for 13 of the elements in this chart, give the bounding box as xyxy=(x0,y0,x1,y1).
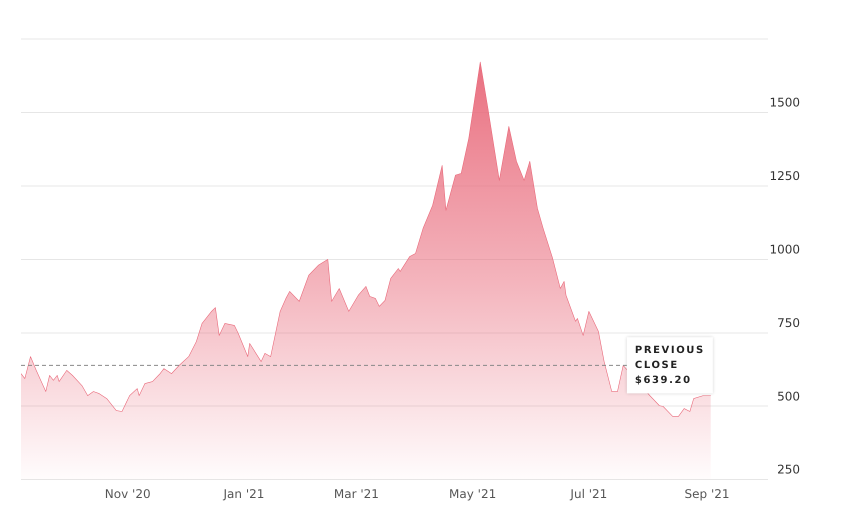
x-tick-label: Sep '21 xyxy=(684,486,730,501)
y-tick-label: 750 xyxy=(777,316,800,330)
x-tick-label: May '21 xyxy=(449,486,496,501)
y-tick-label: 250 xyxy=(777,462,800,477)
x-tick-label: Jul '21 xyxy=(569,486,608,501)
y-tick-label: 1500 xyxy=(769,96,800,110)
x-tick-label: Jan '21 xyxy=(222,486,264,501)
x-tick-label: Nov '20 xyxy=(104,486,151,501)
y-tick-label: 1000 xyxy=(769,242,800,257)
y-tick-label: 500 xyxy=(777,389,800,404)
y-tick-label: 1250 xyxy=(769,169,800,184)
x-tick-label: Mar '21 xyxy=(334,486,379,501)
ref-line-label: PREVIOUS CLOSE $639.20 xyxy=(634,344,705,386)
